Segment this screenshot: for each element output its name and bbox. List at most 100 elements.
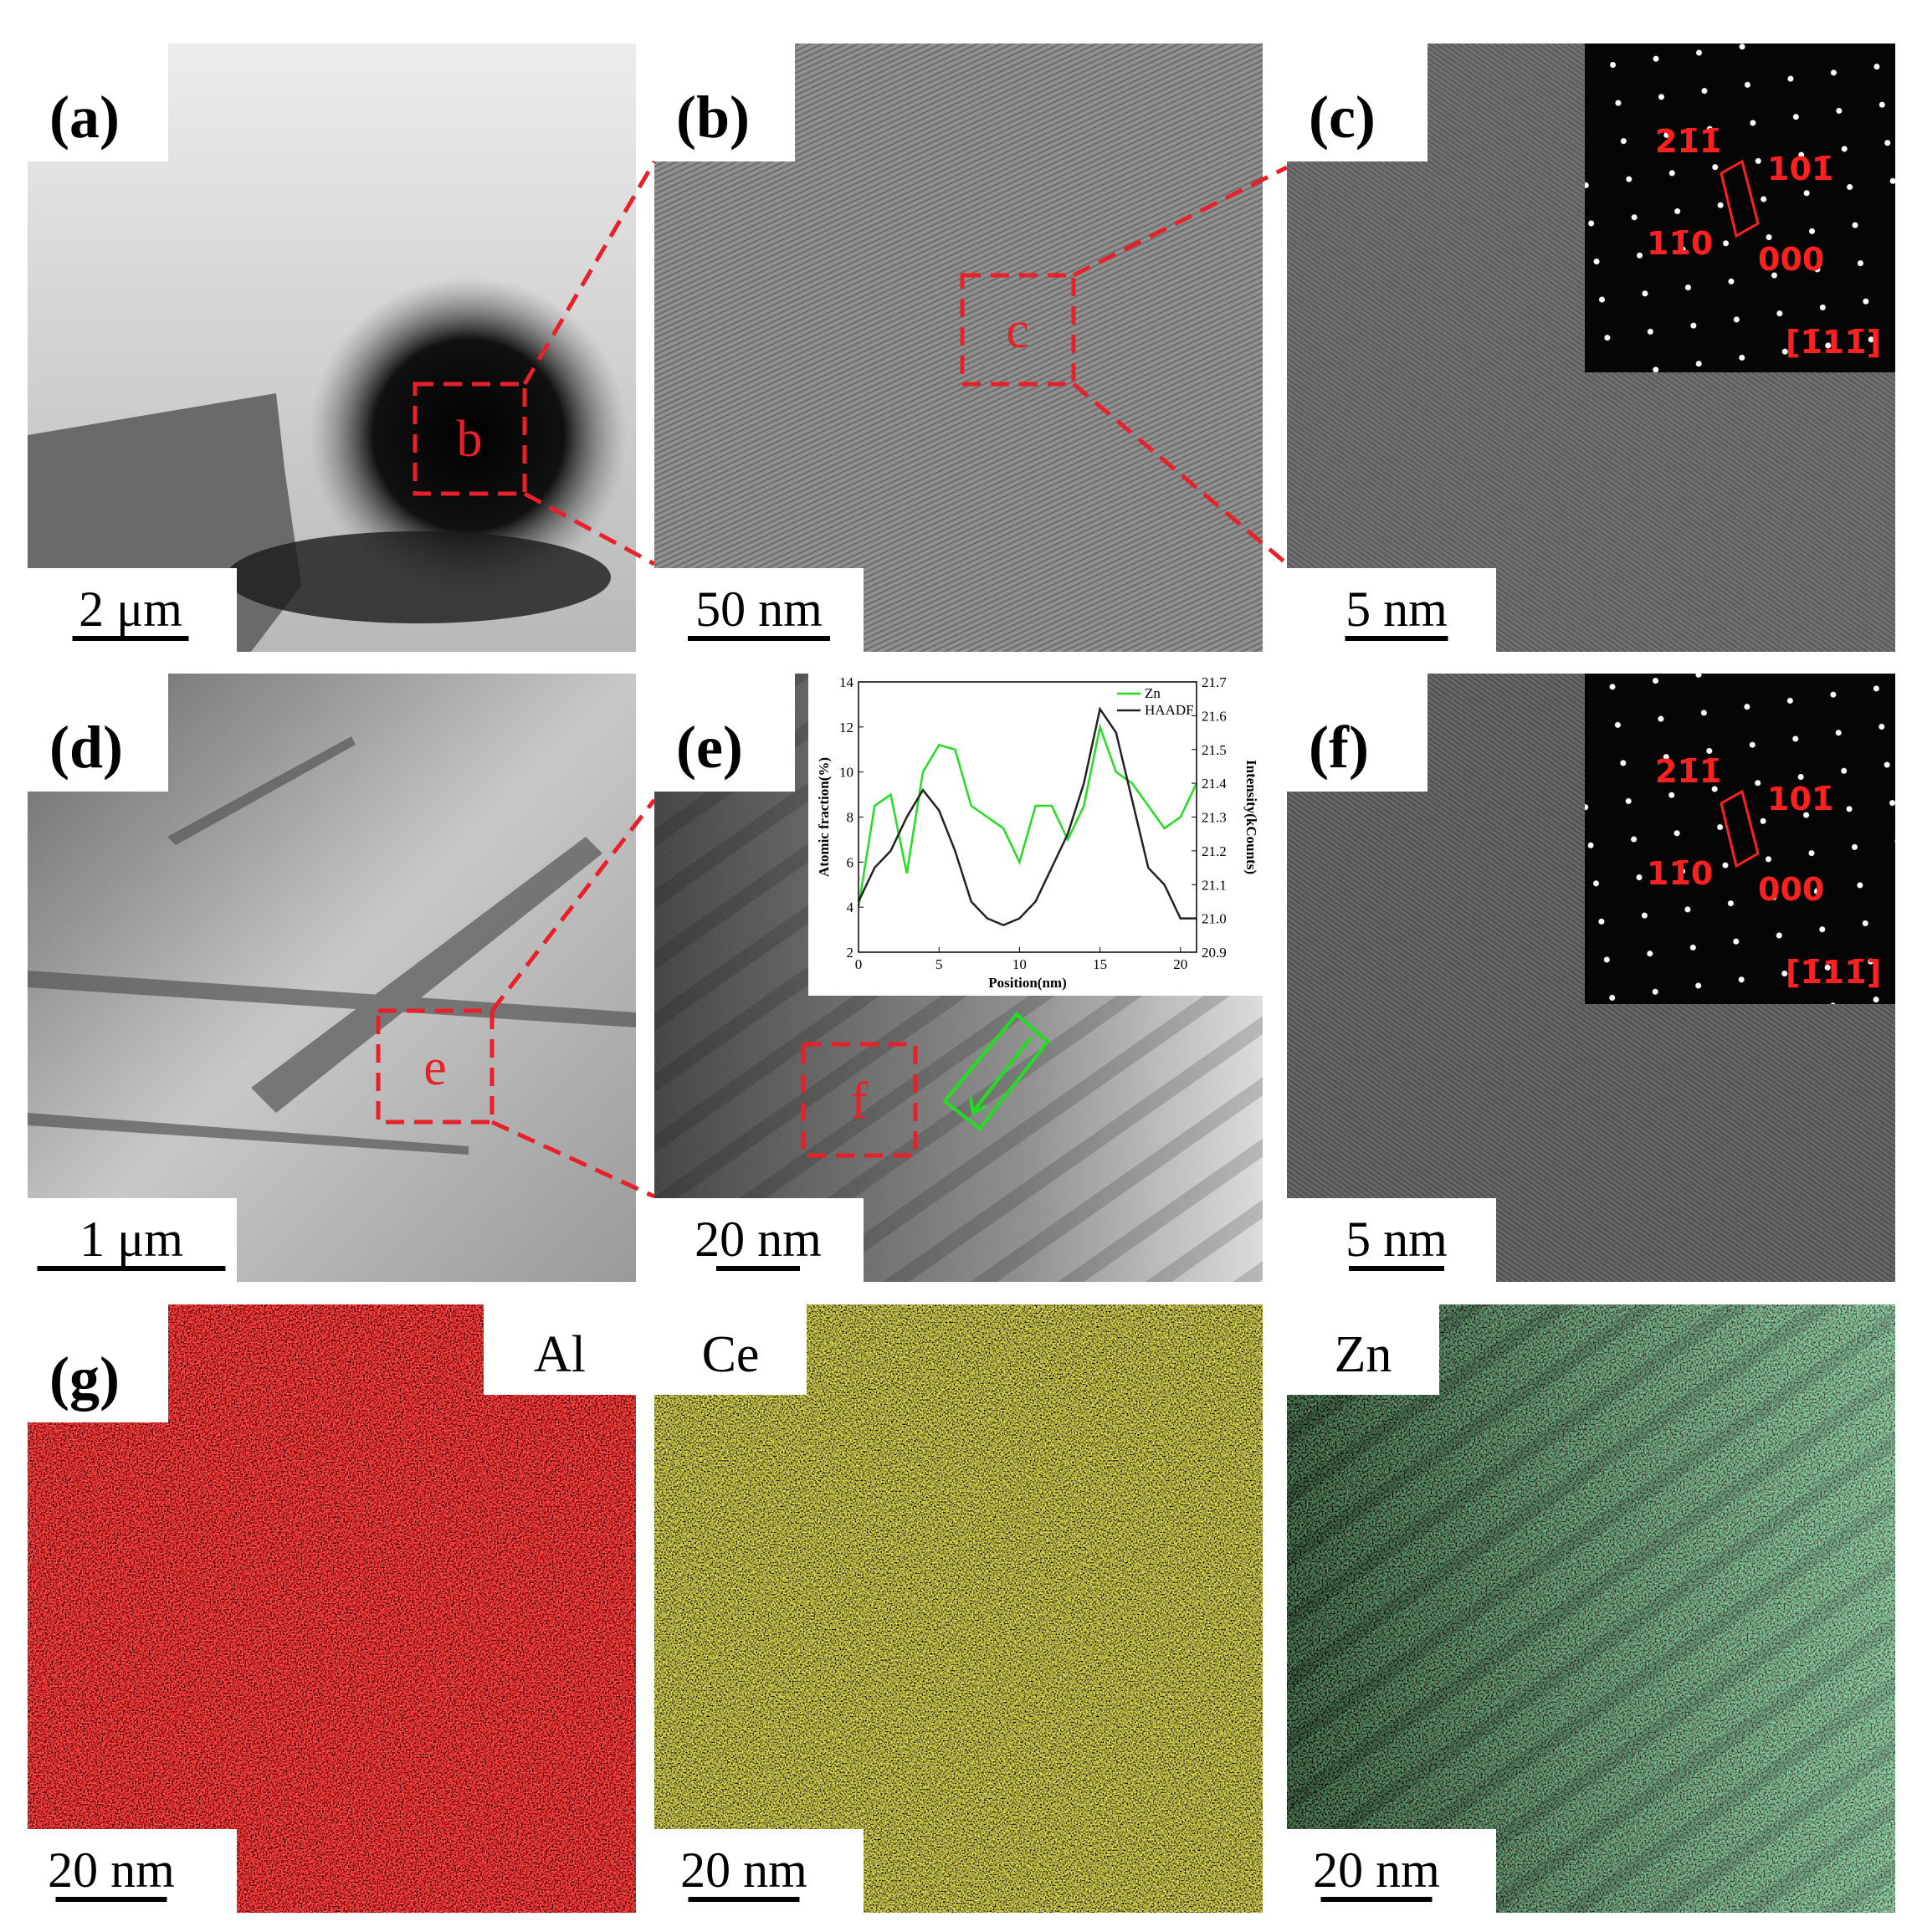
scan-arrowhead [969,1097,987,1116]
y2-tick-label: 21.5 [1202,742,1227,758]
y-tick-label: 10 [839,765,853,781]
spot-index: 101̄ [1767,781,1833,817]
element-box [1287,1304,1439,1395]
zoom-box-label: f [851,1073,869,1130]
scale-bar-label: 5 nm [1345,1212,1448,1267]
y2-tick-label: 21.1 [1202,877,1227,893]
y-tick-label: 4 [847,899,854,915]
legend-label: Zn [1145,685,1161,701]
spot-index: 000 [1758,241,1824,278]
x-axis-title: Position(nm) [988,975,1067,991]
y2-tick-label: 21.4 [1202,776,1227,792]
scale-bar [1345,636,1448,641]
spot-index: 000 [1758,871,1824,908]
label-box [1287,44,1427,161]
x-tick-label: 5 [935,956,943,972]
map-shade [1287,1304,1895,1913]
y2-axis-title: Intensity(kCounts) [1243,760,1259,874]
y-tick-label: 8 [847,810,854,826]
scale-bar [72,636,189,641]
zoom-box-label: c [1006,302,1029,359]
label-box [654,674,795,792]
zoom-line [522,160,657,386]
y-tick-label: 2 [847,945,854,961]
zoom-box [960,273,1076,387]
x-tick-label: 15 [1093,956,1107,972]
scale-bar [37,1266,226,1271]
y-tick-label: 12 [839,720,853,735]
element-label: Zn [1335,1326,1392,1383]
zoom-box-label: e [423,1039,447,1096]
zoom-box-label: b [457,411,483,468]
scale-bar-label: 50 nm [695,582,823,637]
label-box [28,1304,168,1422]
spot-index: 21̄1̄ [1655,753,1721,790]
scale-bar [55,1897,167,1902]
scale-bar-label: 20 nm [695,1212,822,1267]
scale-bar-label: 20 nm [48,1842,175,1898]
x-tick-label: 10 [1012,956,1027,972]
zoom-line [1072,382,1289,566]
zoom-line [490,798,656,1012]
panel-label: (f) [1309,714,1369,781]
y2-tick-label: 20.9 [1202,945,1227,961]
zoom-line [523,491,656,566]
precipitates [28,736,636,1155]
zoom-line [490,1120,656,1199]
plot-frame [858,681,1197,953]
panel-label: (c) [1309,84,1376,151]
legend-label: HAADF [1145,702,1194,718]
spot-index: 21̄1̄ [1655,123,1721,160]
scale-bar [1349,1266,1444,1271]
zoom-marks [376,160,1289,1199]
zoom-box [413,382,527,496]
label-box [28,44,168,161]
dark-region [310,276,628,594]
y2-tick-label: 21.2 [1202,843,1227,859]
element-label: Al [534,1326,586,1383]
panel-label: (d) [49,714,123,781]
panel-label: (e) [676,714,743,781]
scale-bar [716,1266,800,1271]
zone-axis: [1̄11̄] [1786,324,1881,361]
spot-index: 11̄0 [1647,855,1713,892]
scan-arrow [973,1036,1033,1111]
element-box [654,1304,807,1395]
unit-cell [1720,789,1760,869]
y-tick-label: 6 [847,854,854,870]
zone-axis: [1̄11̄] [1786,954,1881,991]
label-box [1287,674,1427,792]
scale-bar [688,1897,800,1902]
y-axis-title: Atomic fraction(%) [816,757,832,877]
label-box [654,44,795,161]
x-tick-label: 20 [1173,956,1187,972]
x-tick-label: 0 [855,956,863,972]
dark-region [226,531,611,623]
scale-bar [688,636,830,641]
panel-label: (b) [676,84,750,151]
inset-background [808,674,1263,996]
spot-index: 11̄0 [1647,225,1713,262]
y2-tick-label: 21.0 [1202,911,1227,927]
scale-bar-label: 1 μm [79,1212,183,1267]
line-scan [942,1012,1050,1131]
series-line [857,723,1198,908]
y2-tick-label: 21.7 [1202,674,1227,690]
scale-bar-label: 5 nm [1345,582,1448,637]
diffraction-spots [1585,44,1895,372]
scale-bar-label: 20 nm [680,1842,807,1898]
y2-tick-label: 21.3 [1202,810,1227,826]
scale-bar-label: 20 nm [1313,1842,1440,1898]
y2-tick-label: 21.6 [1202,708,1227,724]
element-label: Ce [702,1326,760,1383]
panel-label: (a) [49,84,120,151]
map-ce [654,1304,1263,1913]
element-box [484,1304,636,1395]
zoom-box [376,1008,495,1125]
spot-index: 101̄ [1767,151,1833,187]
diffraction-spots [1585,674,1895,1004]
unit-cell [1720,159,1760,238]
zoom-line [1072,165,1289,278]
